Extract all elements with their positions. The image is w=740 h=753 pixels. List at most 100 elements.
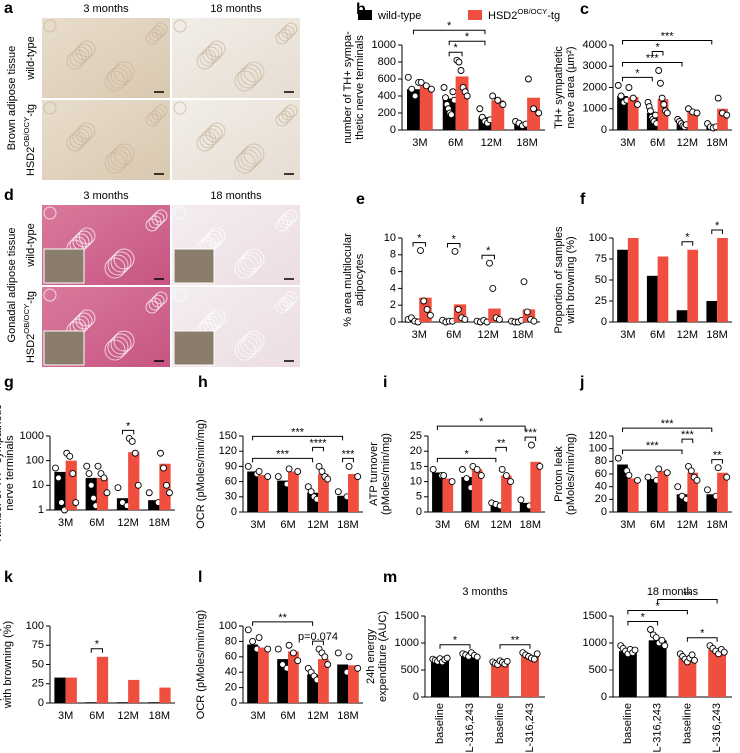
cell (145, 218, 159, 232)
data-point (417, 247, 424, 255)
data-point (274, 645, 282, 653)
y-tick-label: 60 (225, 651, 237, 663)
bar (318, 659, 329, 703)
x-tick-label: 6M (650, 329, 665, 341)
significance-bracket (448, 40, 486, 46)
significance-label: * (447, 20, 452, 32)
cell (113, 330, 135, 352)
significance-label: * (95, 639, 100, 651)
bar (617, 464, 628, 512)
data-point (440, 472, 448, 479)
data-point (503, 657, 511, 665)
y-tick-label: 10 (32, 479, 44, 491)
data-point (145, 489, 153, 497)
data-point (652, 634, 660, 642)
cell (107, 336, 129, 358)
data-point (458, 465, 466, 473)
cell (196, 52, 214, 70)
cell (110, 64, 132, 86)
cell (208, 122, 226, 140)
cell (78, 227, 96, 245)
chart-title: 3 months (462, 586, 508, 598)
bar (521, 655, 539, 697)
bar (65, 677, 77, 703)
significance-bracket (252, 435, 344, 441)
cell (107, 67, 129, 89)
significance-bracket (495, 446, 507, 452)
bar (717, 108, 728, 130)
data-point (658, 94, 666, 102)
significance-bracket (657, 599, 718, 604)
data-point (307, 488, 315, 496)
data-point (454, 305, 462, 313)
x-tick-label: 18M (516, 137, 537, 149)
data-point (354, 473, 362, 480)
y-tick-label: 50 (32, 658, 44, 670)
data-point (530, 655, 538, 663)
x-tick-label: 12M (478, 329, 499, 341)
data-point (285, 641, 293, 649)
bar (348, 474, 359, 512)
y-tick-label: 500 (401, 664, 419, 676)
y-tick-label: 600 (378, 73, 396, 85)
data-point (517, 496, 525, 504)
data-point (631, 646, 639, 654)
y-tick-label: 0 (601, 506, 607, 518)
y-tick-label: 500 (589, 664, 607, 676)
bar (348, 665, 359, 703)
data-point (614, 81, 622, 89)
data-point (90, 494, 97, 502)
bar (85, 702, 97, 703)
significance-label: ** (278, 612, 287, 624)
cell (205, 125, 223, 143)
significance-label: *** (661, 30, 675, 42)
y-tick-label: 10 (410, 476, 422, 488)
y-axis-label: OCR (pMoles/min/mg) (195, 419, 207, 528)
cell (278, 215, 292, 229)
data-point (655, 67, 663, 74)
bar (337, 495, 348, 512)
data-point (324, 475, 332, 483)
data-point (83, 462, 91, 470)
data-point (52, 464, 59, 472)
y-axis-label: TH+ sympathetic (553, 46, 565, 129)
x-tick-label: 18M (520, 519, 541, 531)
y-tick-label: 90 (225, 460, 237, 472)
data-point (693, 476, 701, 484)
significance-label: ** (497, 437, 506, 449)
y-tick-label: 3000 (583, 60, 607, 72)
y-tick-label: 4000 (583, 39, 607, 51)
data-point (443, 654, 451, 662)
bar (247, 644, 258, 703)
bar (54, 677, 66, 703)
cell (43, 206, 57, 220)
inset (173, 248, 215, 284)
y-axis-label: number of TH+ sympa- (342, 31, 354, 144)
row-label: HSD2OB/OCY-tg (22, 104, 37, 176)
bar (159, 687, 171, 703)
cell (202, 128, 220, 146)
data-point (440, 84, 448, 91)
data-point (646, 107, 654, 115)
data-point (58, 499, 65, 507)
y-tick-label: 25 (595, 295, 607, 307)
y-tick-label: 0 (38, 697, 44, 709)
cell (43, 101, 57, 115)
y-axis-label: Number of TH+ sympathetic (0, 404, 4, 542)
bar (657, 470, 669, 512)
data-point (723, 111, 731, 119)
cell (173, 206, 187, 220)
y-tick-label: 30 (225, 491, 237, 503)
cell (196, 134, 214, 152)
x-tick-label: 18M (706, 519, 727, 531)
data-point (634, 476, 641, 484)
bar (247, 471, 258, 512)
x-tick-label: 3M (250, 710, 265, 722)
y-tick-label: 100 (589, 443, 607, 455)
bar (258, 647, 269, 703)
data-point (264, 645, 272, 653)
data-point (530, 317, 538, 325)
data-point (502, 472, 510, 479)
significance-label: *** (524, 427, 538, 439)
significance-label: * (453, 42, 458, 54)
